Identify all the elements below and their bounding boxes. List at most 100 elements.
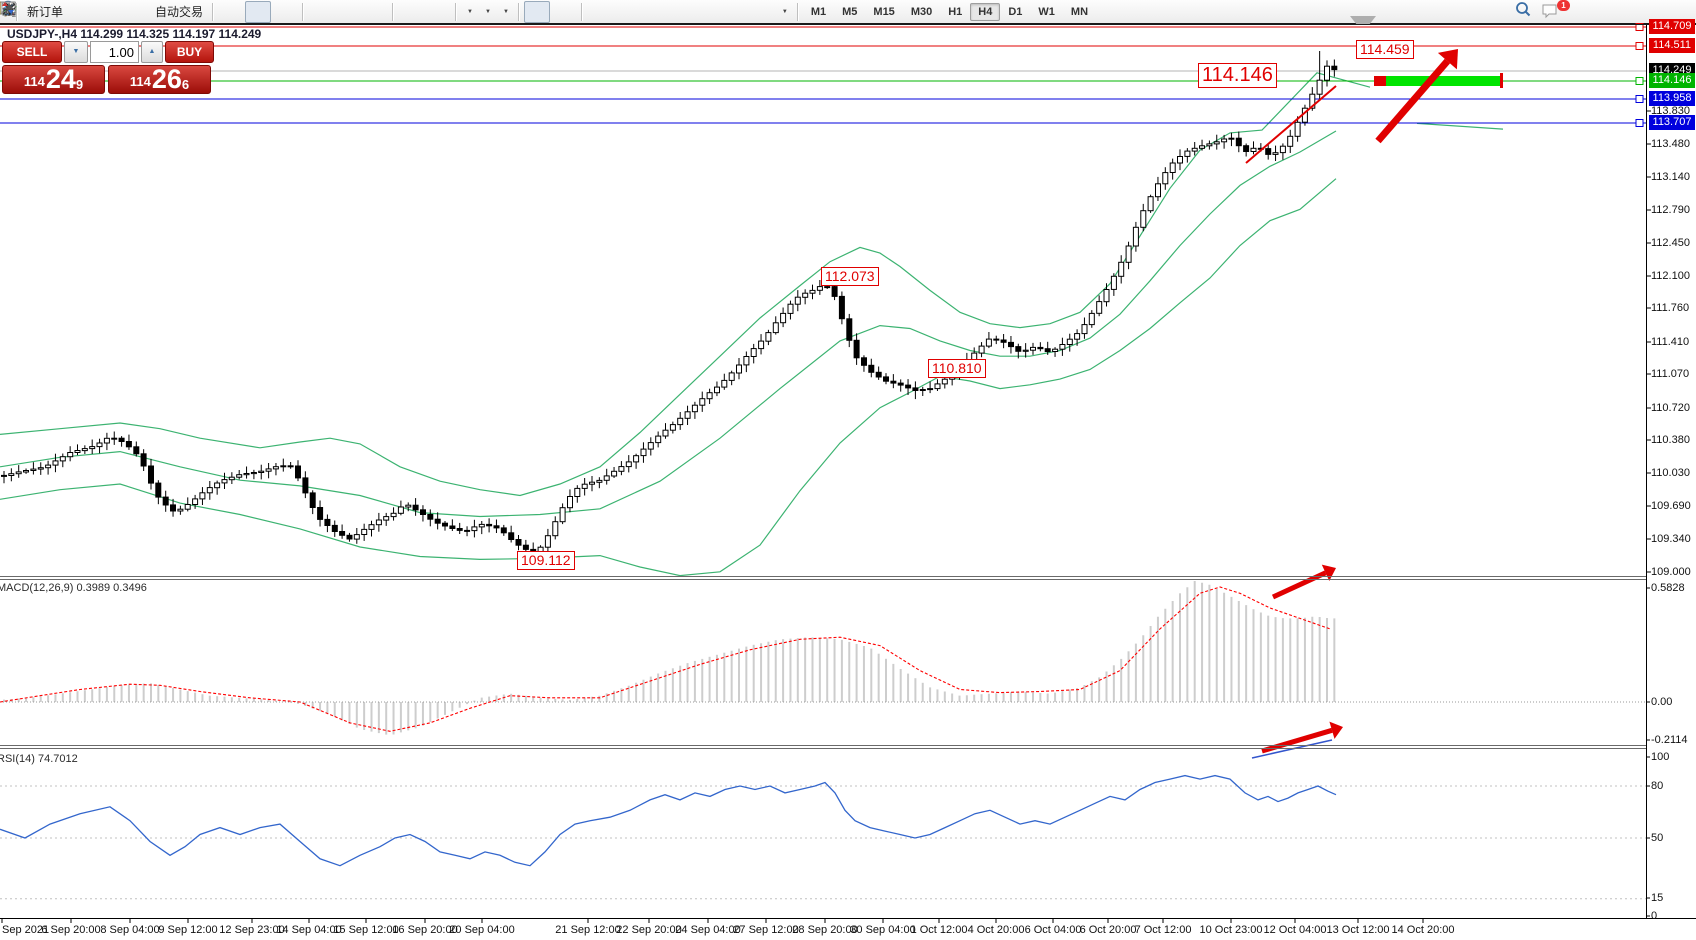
- price-annotation-110.810[interactable]: 110.810: [928, 359, 986, 378]
- toolbar-separator: [16, 2, 18, 21]
- sell-button[interactable]: SELL: [2, 41, 62, 63]
- buy-button[interactable]: BUY: [165, 41, 214, 63]
- time-axis-label: 12 Sep 23:00: [219, 924, 285, 936]
- toolbar-border: [0, 24, 1696, 25]
- timeframe-d1[interactable]: D1: [1008, 5, 1023, 18]
- price-tick-label: 110.720: [1651, 402, 1690, 414]
- price-badge-114.511: 114.511: [1649, 38, 1695, 53]
- price-tick-label: 113.830: [1651, 105, 1690, 117]
- line-handle[interactable]: [1635, 95, 1644, 103]
- trend-line[interactable]: [1245, 85, 1337, 164]
- bid-sup: 9: [75, 77, 84, 92]
- time-axis-label: 6 Sep 20:00: [41, 924, 101, 936]
- trend-arrow[interactable]: [1261, 727, 1333, 754]
- price-tick-label: 111.410: [1651, 336, 1690, 348]
- notifications-button[interactable]: 1: [1540, 0, 1570, 23]
- time-axis-label: 13 Oct 12:00: [1326, 924, 1390, 936]
- time-axis-label: 22 Sep 20:00: [616, 924, 682, 936]
- chat-bubble-icon: [1542, 4, 1557, 19]
- scroll-thumb[interactable]: [1350, 16, 1376, 24]
- timeframe-m1[interactable]: M1: [810, 5, 827, 18]
- ask-sup: 6: [181, 77, 190, 92]
- trend-arrow-head[interactable]: [1321, 564, 1336, 581]
- line-handle[interactable]: [1635, 119, 1644, 127]
- macd-histogram: [3, 581, 1336, 735]
- time-axis-label: 4 Oct 20:00: [967, 924, 1025, 936]
- price-badge-113.707: 113.707: [1649, 115, 1695, 130]
- price-badge-113.958: 113.958: [1649, 91, 1695, 106]
- highlight-red-tick[interactable]: [1500, 73, 1503, 88]
- price-tick-label: 112.100: [1651, 270, 1690, 282]
- price-badge-114.146: 114.146: [1649, 73, 1695, 88]
- pane-separator[interactable]: [0, 576, 1646, 577]
- price-annotation-109.112[interactable]: 109.112: [517, 551, 575, 570]
- price-annotation-114.459[interactable]: 114.459: [1356, 40, 1414, 59]
- price-tick-label: 112.790: [1651, 204, 1690, 216]
- trend-arrow-head[interactable]: [1329, 721, 1343, 739]
- macd-pane: [0, 581, 1646, 735]
- price-annotation-112.073[interactable]: 112.073: [821, 267, 879, 286]
- timeframe-w1[interactable]: W1: [1038, 5, 1055, 18]
- time-axis-label: 24 Sep 04:00: [675, 924, 741, 936]
- highlight-green-bar[interactable]: [1386, 76, 1500, 86]
- timeframe-m15[interactable]: M15: [873, 5, 895, 18]
- price-tick-label: 109.690: [1651, 500, 1691, 512]
- chart-title: USDJPY-,H4 114.299 114.325 114.197 114.2…: [7, 27, 262, 41]
- toolbar-separator: [455, 2, 458, 21]
- time-axis-label: 16 Sep 20:00: [392, 924, 458, 936]
- trend-arrow[interactable]: [1375, 58, 1451, 144]
- rsi-axis-label: 0: [1651, 910, 1658, 922]
- chevron-down-icon: ▼: [484, 8, 491, 15]
- price-annotation-114.146[interactable]: 114.146: [1198, 63, 1277, 88]
- rsi-line: [0, 774, 1337, 867]
- price-tick-label: 112.450: [1651, 237, 1690, 249]
- line-handle[interactable]: [1635, 77, 1644, 85]
- toolbar-separator: [517, 2, 520, 21]
- rsi-axis-label: 80: [1651, 780, 1664, 792]
- pane-separator[interactable]: [0, 748, 1646, 749]
- volume-decrease-button[interactable]: ▼: [64, 41, 88, 63]
- timeframe-h1[interactable]: H1: [948, 5, 963, 18]
- volume-input[interactable]: [90, 41, 139, 63]
- toolbar-separator: [392, 2, 395, 21]
- bid-price-display[interactable]: 114 24 9: [2, 65, 105, 94]
- bid-prefix: 114: [23, 74, 45, 89]
- new-order-label: 新订单: [27, 5, 64, 19]
- timeframe-mn[interactable]: MN: [1070, 5, 1089, 18]
- time-axis-label: 30 Sep 04:00: [850, 924, 916, 936]
- main-pane: [0, 26, 1646, 576]
- pane-separator[interactable]: [0, 579, 1646, 580]
- timeframe-m30[interactable]: M30: [910, 5, 933, 18]
- toolbar-separator: [212, 2, 215, 21]
- toolbar: 新订单 自动交易 ▼ ▼ ▼ E F A T ▼: [0, 0, 1696, 24]
- time-axis-label: Sep 2021: [2, 924, 50, 936]
- highlight-red-block[interactable]: [1374, 76, 1386, 86]
- trend-arrow-head[interactable]: [1437, 49, 1458, 70]
- ask-main: 26: [151, 64, 182, 94]
- timeframe-m5[interactable]: M5: [842, 5, 858, 18]
- timeframe-h4[interactable]: H4: [970, 2, 1001, 21]
- price-tick-label: 110.380: [1651, 434, 1690, 446]
- chevron-down-icon: ▼: [502, 8, 509, 15]
- volume-increase-button[interactable]: ▲: [141, 41, 163, 63]
- time-axis-label: 20 Sep 04:00: [449, 924, 515, 936]
- svg-text:A: A: [5, 2, 14, 16]
- pane-separator[interactable]: [0, 918, 1696, 919]
- bid-main: 24: [45, 64, 76, 94]
- time-axis-label: 1 Oct 12:00: [910, 924, 968, 936]
- price-badge-114.709: 114.709: [1649, 19, 1695, 34]
- ask-price-display[interactable]: 114 26 6: [108, 65, 211, 94]
- line-handle[interactable]: [1635, 42, 1644, 50]
- pane-separator[interactable]: [0, 745, 1646, 746]
- arrows-tool-button[interactable]: ▼: [2, 1, 793, 23]
- time-axis-label: 12 Oct 04:00: [1263, 924, 1327, 936]
- bollinger-middle: [0, 130, 1337, 518]
- time-axis-label: 10 Oct 23:00: [1199, 924, 1263, 936]
- search-icon[interactable]: [1514, 1, 1540, 23]
- rsi-axis-label: 50: [1651, 832, 1664, 844]
- text-icon[interactable]: A: [5, 1, 748, 23]
- time-axis-label: 6 Oct 20:00: [1079, 924, 1137, 936]
- line-handle[interactable]: [1635, 23, 1644, 31]
